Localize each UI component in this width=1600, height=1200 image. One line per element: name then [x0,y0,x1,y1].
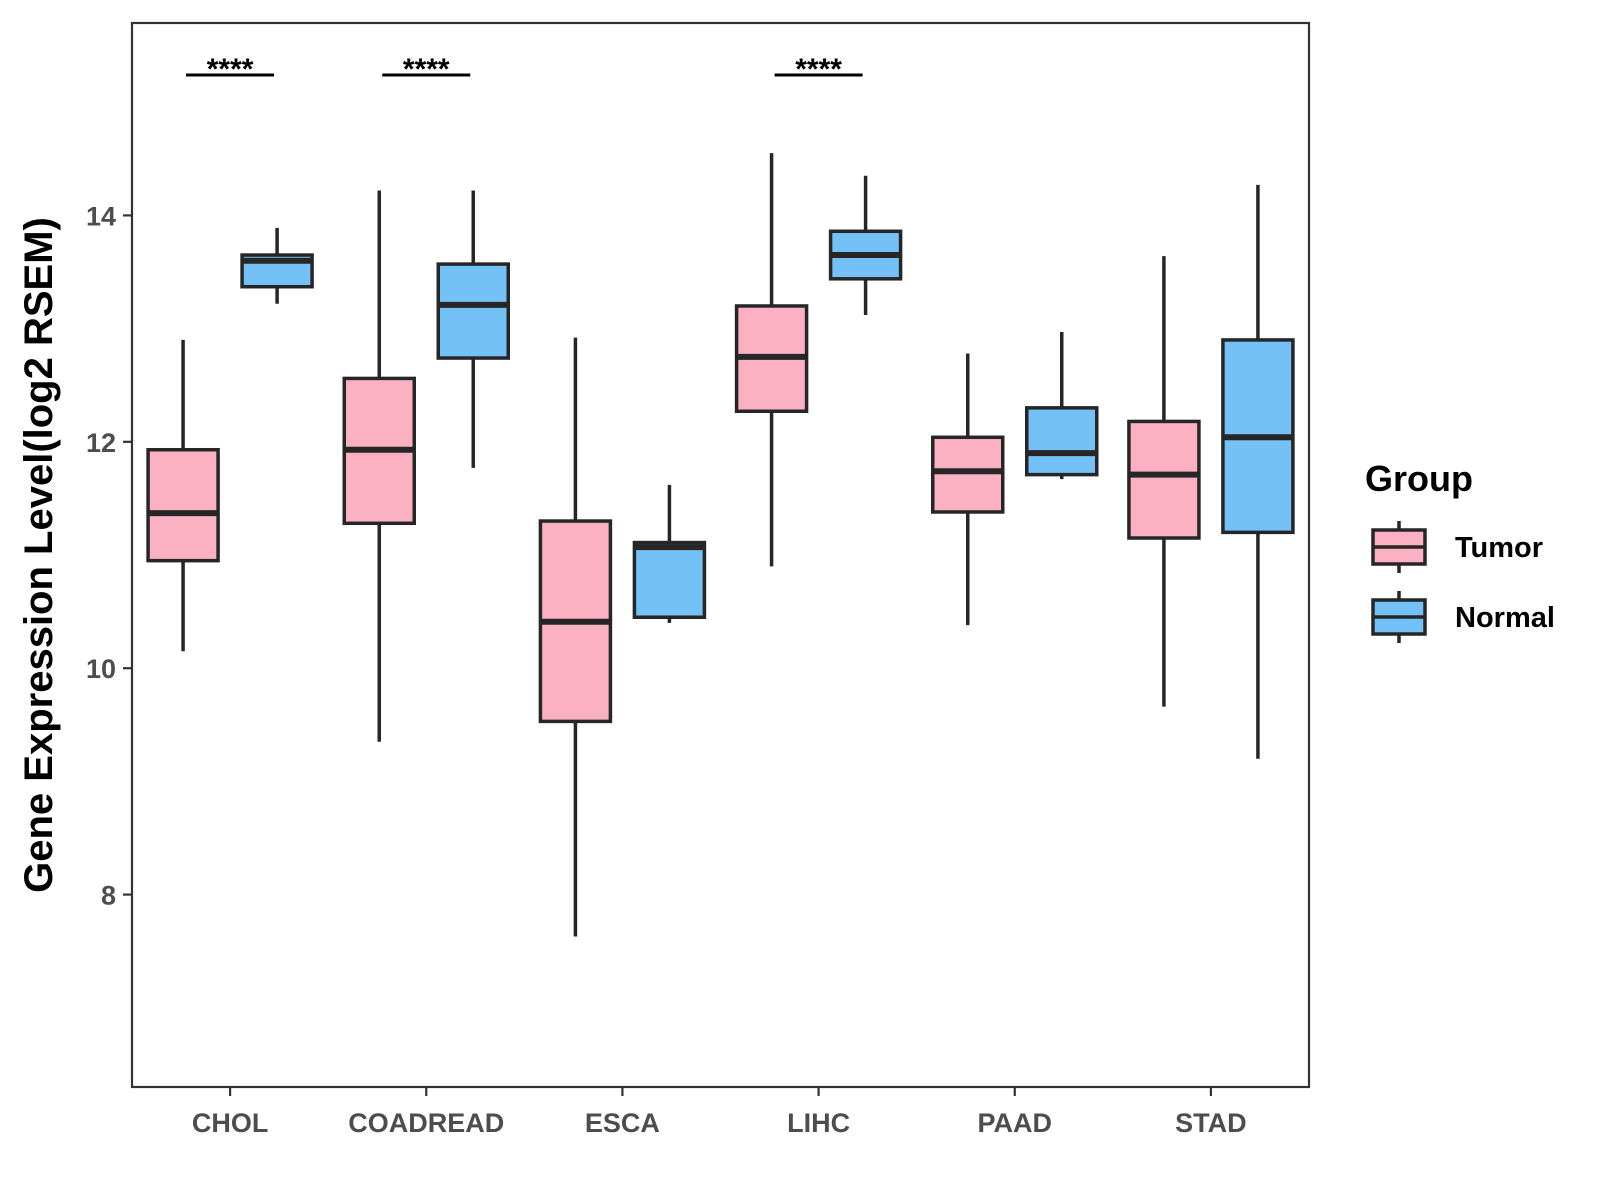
legend-label-tumor: Tumor [1455,532,1543,564]
significance-label: **** [207,53,254,86]
box-tumor [146,447,220,563]
y-axis-title: Gene Expression Level(log2 RSEM) [17,217,61,893]
x-tick-label: STAD [1175,1108,1247,1138]
box-tumor [931,435,1005,514]
y-tick-label: 12 [86,428,116,458]
y-tick-label: 14 [86,201,116,231]
box-normal [436,262,510,360]
x-tick-label: PAAD [977,1108,1052,1138]
legend-title: Group [1365,458,1473,499]
legend-label-normal: Normal [1455,602,1555,634]
x-tick-label: LIHC [787,1108,850,1138]
legend: Group Tumor Normal [1365,458,1555,643]
significance-label: **** [403,53,450,86]
plot-area: **** **** **** [146,53,1295,937]
axes: 8 10 12 14 CHOL COADREAD ESCA LIHC PAAD STAD [86,21,1311,1138]
panel-border [130,21,1311,1089]
box-tumor [1127,419,1201,540]
significance-label: **** [795,53,842,86]
box-normal [1025,406,1099,477]
x-tick-label: ESCA [585,1108,660,1138]
x-tick-label: CHOL [192,1108,269,1138]
box-normal [632,540,707,620]
x-tick-label: COADREAD [348,1108,504,1138]
y-tick-label: 8 [101,881,116,911]
y-tick-label: 10 [86,654,116,684]
